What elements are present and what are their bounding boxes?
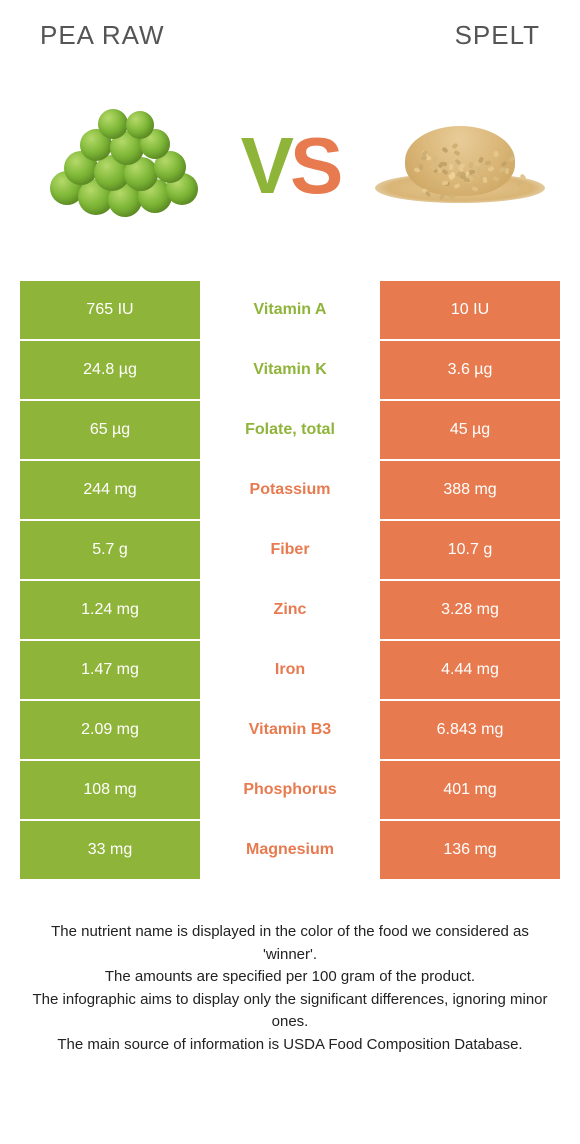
left-value: 65 µg bbox=[20, 401, 200, 459]
footer-line-3: The infographic aims to display only the… bbox=[30, 989, 550, 1034]
left-value: 24.8 µg bbox=[20, 341, 200, 399]
right-value: 3.6 µg bbox=[380, 341, 560, 399]
nutrient-label: Iron bbox=[200, 641, 380, 699]
right-value: 4.44 mg bbox=[380, 641, 560, 699]
left-value: 5.7 g bbox=[20, 521, 200, 579]
table-row: 2.09 mgVitamin B36.843 mg bbox=[20, 701, 560, 759]
nutrient-label: Potassium bbox=[200, 461, 380, 519]
header: Pea raw Spelt bbox=[0, 20, 580, 51]
table-row: 1.47 mgIron4.44 mg bbox=[20, 641, 560, 699]
right-value: 10 IU bbox=[380, 281, 560, 339]
right-value: 3.28 mg bbox=[380, 581, 560, 639]
left-food-title: Pea raw bbox=[40, 20, 165, 51]
left-value: 244 mg bbox=[20, 461, 200, 519]
right-value: 401 mg bbox=[380, 761, 560, 819]
left-value: 765 IU bbox=[20, 281, 200, 339]
hero-row: VS bbox=[0, 51, 580, 271]
right-food-title: Spelt bbox=[455, 20, 540, 51]
nutrient-label: Vitamin A bbox=[200, 281, 380, 339]
left-value: 1.24 mg bbox=[20, 581, 200, 639]
vs-left-letter: V bbox=[241, 121, 290, 210]
table-row: 24.8 µgVitamin K3.6 µg bbox=[20, 341, 560, 399]
vs-label: VS bbox=[241, 120, 340, 212]
table-row: 244 mgPotassium388 mg bbox=[20, 461, 560, 519]
footer-notes: The nutrient name is displayed in the co… bbox=[0, 881, 580, 1056]
left-value: 2.09 mg bbox=[20, 701, 200, 759]
right-value: 388 mg bbox=[380, 461, 560, 519]
footer-line-1: The nutrient name is displayed in the co… bbox=[30, 921, 550, 966]
right-value: 136 mg bbox=[380, 821, 560, 879]
nutrient-label: Zinc bbox=[200, 581, 380, 639]
left-value: 108 mg bbox=[20, 761, 200, 819]
nutrient-label: Magnesium bbox=[200, 821, 380, 879]
table-row: 108 mgPhosphorus401 mg bbox=[20, 761, 560, 819]
right-food-image bbox=[370, 101, 550, 231]
table-row: 765 IUVitamin A10 IU bbox=[20, 281, 560, 339]
left-value: 33 mg bbox=[20, 821, 200, 879]
footer-line-2: The amounts are specified per 100 gram o… bbox=[30, 966, 550, 989]
table-row: 1.24 mgZinc3.28 mg bbox=[20, 581, 560, 639]
table-row: 5.7 gFiber10.7 g bbox=[20, 521, 560, 579]
vs-right-letter: S bbox=[290, 121, 339, 210]
left-food-image bbox=[30, 101, 210, 231]
nutrient-label: Phosphorus bbox=[200, 761, 380, 819]
nutrient-label: Vitamin K bbox=[200, 341, 380, 399]
nutrient-table: 765 IUVitamin A10 IU24.8 µgVitamin K3.6 … bbox=[20, 281, 560, 879]
footer-line-4: The main source of information is USDA F… bbox=[30, 1034, 550, 1057]
left-value: 1.47 mg bbox=[20, 641, 200, 699]
nutrient-label: Vitamin B3 bbox=[200, 701, 380, 759]
right-value: 6.843 mg bbox=[380, 701, 560, 759]
table-row: 65 µgFolate, total45 µg bbox=[20, 401, 560, 459]
nutrient-label: Folate, total bbox=[200, 401, 380, 459]
right-value: 45 µg bbox=[380, 401, 560, 459]
table-row: 33 mgMagnesium136 mg bbox=[20, 821, 560, 879]
nutrient-label: Fiber bbox=[200, 521, 380, 579]
right-value: 10.7 g bbox=[380, 521, 560, 579]
